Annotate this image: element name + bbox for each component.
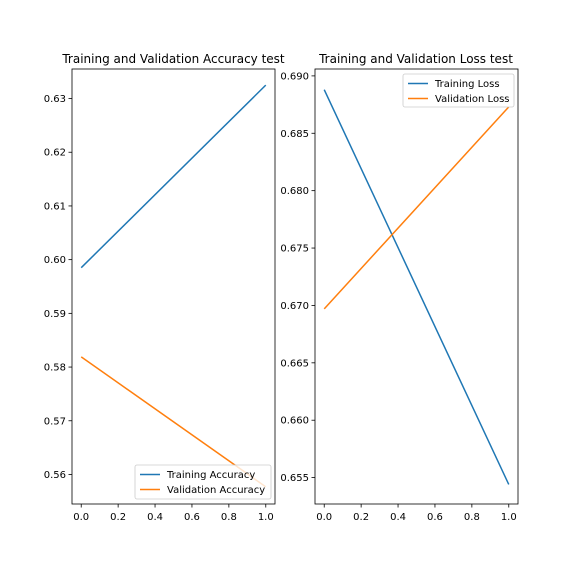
loss-y-tick-label: 0.655 (280, 473, 309, 484)
accuracy-legend-label-validation: Validation Accuracy (167, 485, 265, 496)
loss-y-tick-label: 0.685 (280, 129, 309, 140)
loss-x-tick-label: 0.6 (427, 512, 443, 523)
accuracy-y-tick-label: 0.62 (44, 148, 66, 159)
accuracy-y-tick-label: 0.57 (44, 416, 66, 427)
accuracy-y-tick-label: 0.63 (44, 94, 66, 105)
accuracy-plot-area: 0.0 0.2 0.4 0.6 0.8 1.0 0.56 0.57 0.58 0.59 0.60 0.… (44, 84, 274, 523)
accuracy-y-tick-label: 0.59 (44, 309, 66, 320)
accuracy-x-tick-label: 0.2 (110, 512, 126, 523)
loss-x-tick-label: 1.0 (501, 512, 517, 523)
accuracy-subplot: Training and Validation Accuracy test 0.… (44, 52, 285, 523)
accuracy-x-tick-label: 1.0 (258, 512, 274, 523)
loss-x-tick-label: 0.2 (353, 512, 369, 523)
loss-y-tick-label: 0.660 (280, 416, 309, 427)
accuracy-x-tick-label: 0.6 (184, 512, 200, 523)
accuracy-legend: Training Accuracy Validation Accuracy (134, 464, 272, 500)
loss-legend-label-training: Training Loss (434, 79, 500, 90)
loss-legend-label-validation: Validation Loss (435, 94, 510, 105)
loss-y-tick-label: 0.680 (280, 186, 309, 197)
loss-series-line-0 (323, 89, 510, 485)
accuracy-chart-title: Training and Validation Accuracy test (61, 52, 285, 66)
loss-y-tick-label: 0.670 (280, 301, 309, 312)
loss-y-tick-label: 0.690 (280, 71, 309, 82)
loss-y-tick-label: 0.675 (280, 244, 309, 255)
loss-legend-box (402, 73, 515, 108)
loss-legend: Training Loss Validation Loss (402, 73, 515, 108)
accuracy-axes-frame (71, 68, 276, 505)
loss-subplot: Training and Validation Loss test 0.0 0.2… (280, 52, 519, 523)
accuracy-y-tick-label: 0.58 (44, 363, 66, 374)
accuracy-y-tick-label: 0.56 (44, 470, 66, 481)
loss-y-tick-label: 0.665 (280, 358, 309, 369)
accuracy-x-tick-label: 0.4 (147, 512, 163, 523)
accuracy-x-tick-label: 0.0 (73, 512, 89, 523)
accuracy-series-line-0 (80, 84, 267, 269)
accuracy-x-tick-label: 0.8 (221, 512, 237, 523)
accuracy-legend-box (134, 464, 272, 500)
loss-x-tick-label: 0.0 (316, 512, 332, 523)
accuracy-y-tick-label: 0.60 (44, 255, 66, 266)
loss-series-line-1 (323, 106, 510, 310)
loss-plot-area: 0.0 0.2 0.4 0.6 0.8 1.0 0.655 0.660 0.665 0.670 0.… (280, 71, 516, 523)
accuracy-y-tick-label: 0.61 (44, 201, 66, 212)
loss-x-tick-label: 0.4 (390, 512, 406, 523)
loss-chart-title: Training and Validation Loss test (318, 52, 513, 66)
loss-axes-frame (314, 68, 519, 505)
loss-x-tick-label: 0.8 (464, 512, 480, 523)
accuracy-legend-label-training: Training Accuracy (166, 470, 255, 481)
